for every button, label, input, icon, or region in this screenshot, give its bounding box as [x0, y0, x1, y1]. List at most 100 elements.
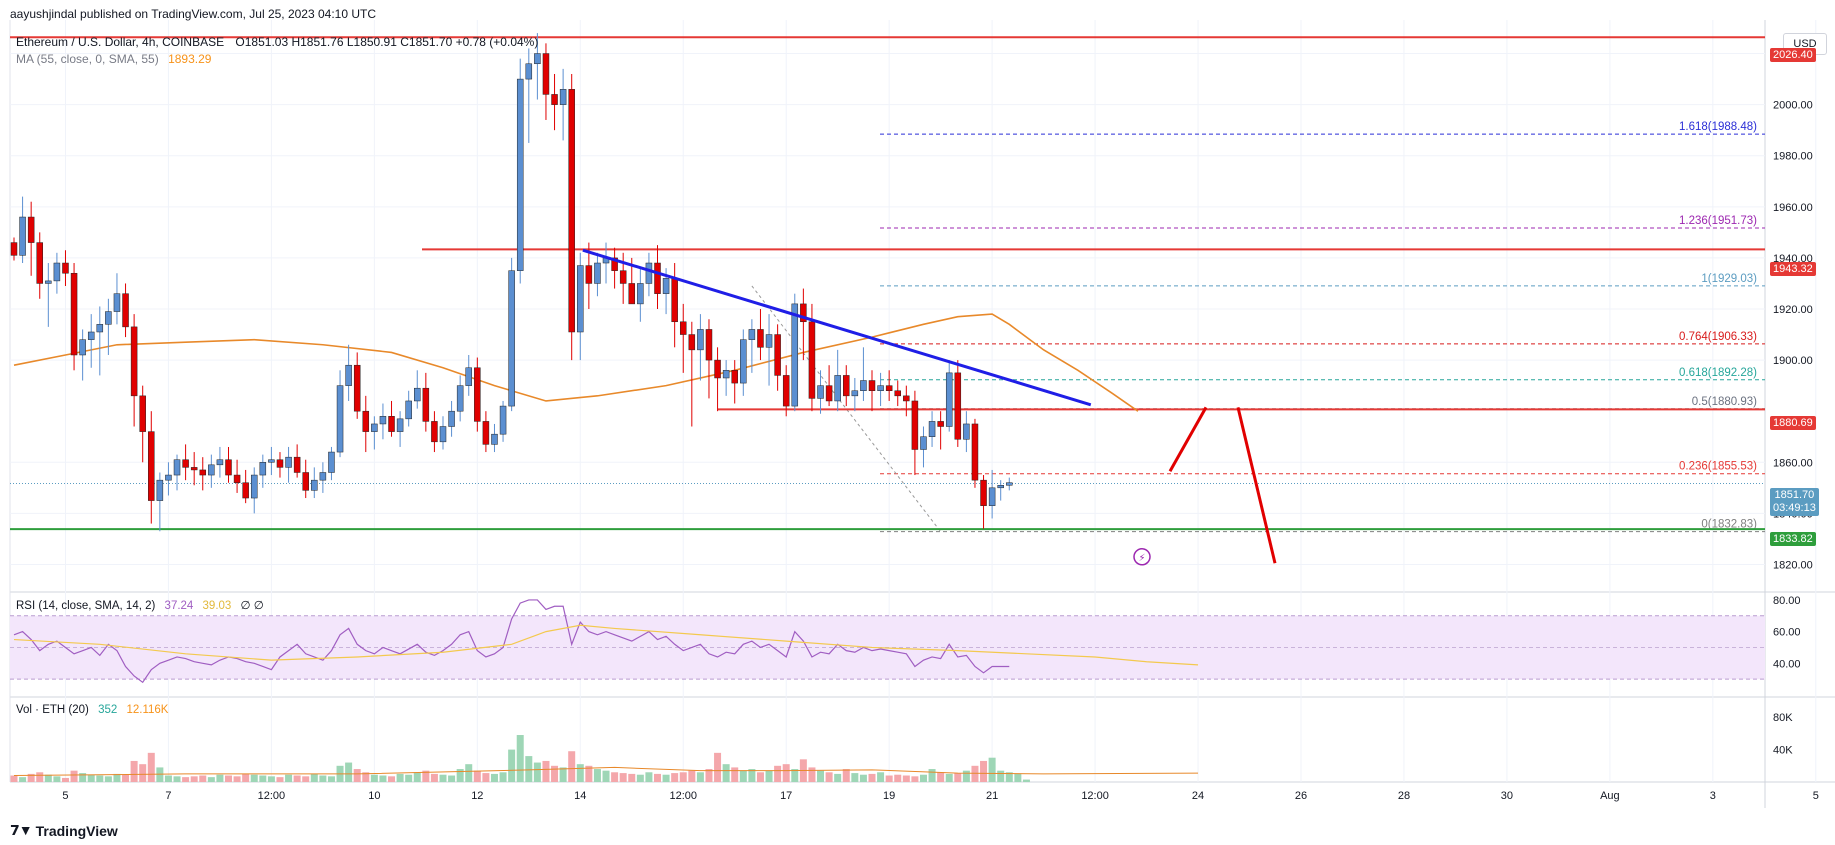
price-tick-label: 1940.00 — [1773, 253, 1813, 265]
candle-body — [268, 459, 275, 463]
candle-body — [491, 433, 498, 445]
candle-body — [808, 321, 816, 399]
rsi-tick-label: 80.00 — [1773, 595, 1801, 607]
volume-bar — [919, 774, 927, 782]
candle-body — [894, 390, 901, 397]
candle-body — [388, 416, 395, 432]
candle-body — [534, 53, 541, 65]
volume-bar — [696, 772, 704, 782]
vol-ma-value: 12.116K — [126, 704, 169, 716]
volume-bar — [636, 774, 644, 782]
volume-bar — [731, 767, 739, 782]
candle-body — [568, 89, 575, 333]
volume-bar — [388, 776, 396, 782]
volume-bar — [954, 773, 962, 782]
volume-bar — [662, 774, 670, 782]
time-tick-label: 12:00 — [669, 790, 697, 802]
volume-tick-label: 80K — [1773, 712, 1793, 724]
candle-body — [311, 479, 318, 491]
candle-body — [757, 329, 764, 348]
candle-body — [165, 474, 172, 481]
candle-body — [431, 421, 438, 443]
candle-body — [748, 329, 756, 340]
time-tick-label: 21 — [986, 790, 998, 802]
price-tick-label: 2000.00 — [1773, 100, 1813, 112]
fib-level-label: 0.236(1855.53) — [1679, 461, 1757, 473]
candle-body — [10, 242, 18, 256]
time-tick-label: 3 — [1710, 790, 1716, 802]
volume-bar — [79, 773, 87, 782]
rsi-line — [13, 599, 1010, 684]
candle-body — [482, 421, 490, 445]
candle-body — [525, 63, 533, 80]
candle-body — [722, 370, 730, 379]
volume-bar — [439, 774, 447, 782]
volume-bar — [593, 769, 601, 782]
volume-bar — [173, 776, 181, 782]
time-tick-label: 12:00 — [1081, 790, 1109, 802]
volume-bar — [259, 775, 267, 782]
volume-bar — [739, 770, 747, 782]
volume-bar — [1005, 772, 1013, 782]
candle-body — [740, 339, 747, 384]
candle-body — [328, 451, 335, 473]
candle-body — [628, 283, 636, 305]
volume-bar — [722, 764, 730, 782]
candle-body — [19, 216, 26, 256]
candle-body — [62, 262, 69, 274]
candle-body — [963, 423, 970, 440]
fib-level-label: 0.618(1892.28) — [1679, 367, 1757, 379]
volume-bar — [782, 764, 790, 782]
volume-bar — [242, 773, 250, 782]
price-tag-resistance: 1943.32 — [1770, 262, 1816, 276]
candle-body — [70, 272, 78, 356]
ma-label: MA (55, close, 0, SMA, 55) — [16, 52, 159, 66]
volume-bar — [422, 770, 430, 782]
volume-bar — [765, 770, 773, 782]
candle-body — [499, 405, 507, 435]
time-tick-label: 28 — [1398, 790, 1410, 802]
candle-body — [156, 479, 164, 501]
price-tag-support-green: 1833.82 — [1770, 532, 1816, 546]
symbol-legend: Ethereum / U.S. Dollar, 4h, COINBASE O18… — [16, 35, 538, 49]
volume-bar — [156, 767, 164, 782]
candle-body — [508, 270, 515, 407]
candle-body — [945, 372, 953, 427]
volume-bar — [705, 769, 713, 782]
volume-bar — [774, 765, 782, 782]
candle-body — [182, 459, 189, 468]
price-tick-label: 1900.00 — [1773, 355, 1813, 367]
price-tick-label: 1980.00 — [1773, 151, 1813, 163]
volume-bar — [216, 774, 224, 782]
volume-bar — [276, 777, 284, 782]
price-tag-current: 1851.70 03:49:13 — [1770, 488, 1819, 516]
candle-body — [937, 421, 944, 427]
volume-bar — [182, 777, 190, 782]
candle-body — [611, 257, 618, 271]
volume-bar — [885, 775, 893, 782]
volume-bar — [576, 764, 584, 782]
projection-up-line — [1168, 406, 1208, 472]
candle-body — [997, 485, 1004, 489]
bar-countdown: 03:49:13 — [1773, 502, 1816, 514]
candle-body — [542, 53, 550, 95]
volume-bar — [894, 774, 902, 782]
volume-bar — [130, 760, 138, 782]
candle-body — [379, 416, 387, 425]
candle-body — [199, 469, 207, 476]
tradingview-logo[interactable]: 𝟳▼ TradingView — [10, 822, 118, 839]
lightning-glyph: ⚡ — [1138, 553, 1145, 564]
candle-body — [233, 474, 241, 483]
candle-body — [285, 456, 292, 468]
time-tick-label: 7 — [165, 790, 171, 802]
volume-bar — [53, 776, 61, 782]
time-tick-label: 14 — [574, 790, 586, 802]
volume-bar — [988, 757, 996, 782]
volume-bar — [688, 770, 696, 782]
rsi-legend: RSI (14, close, SMA, 14, 2) 37.24 39.03 … — [16, 598, 264, 612]
volume-bar — [791, 769, 799, 782]
candle-body — [577, 265, 584, 333]
price-tick-label: 1820.00 — [1773, 559, 1813, 571]
volume-bar — [36, 772, 44, 782]
